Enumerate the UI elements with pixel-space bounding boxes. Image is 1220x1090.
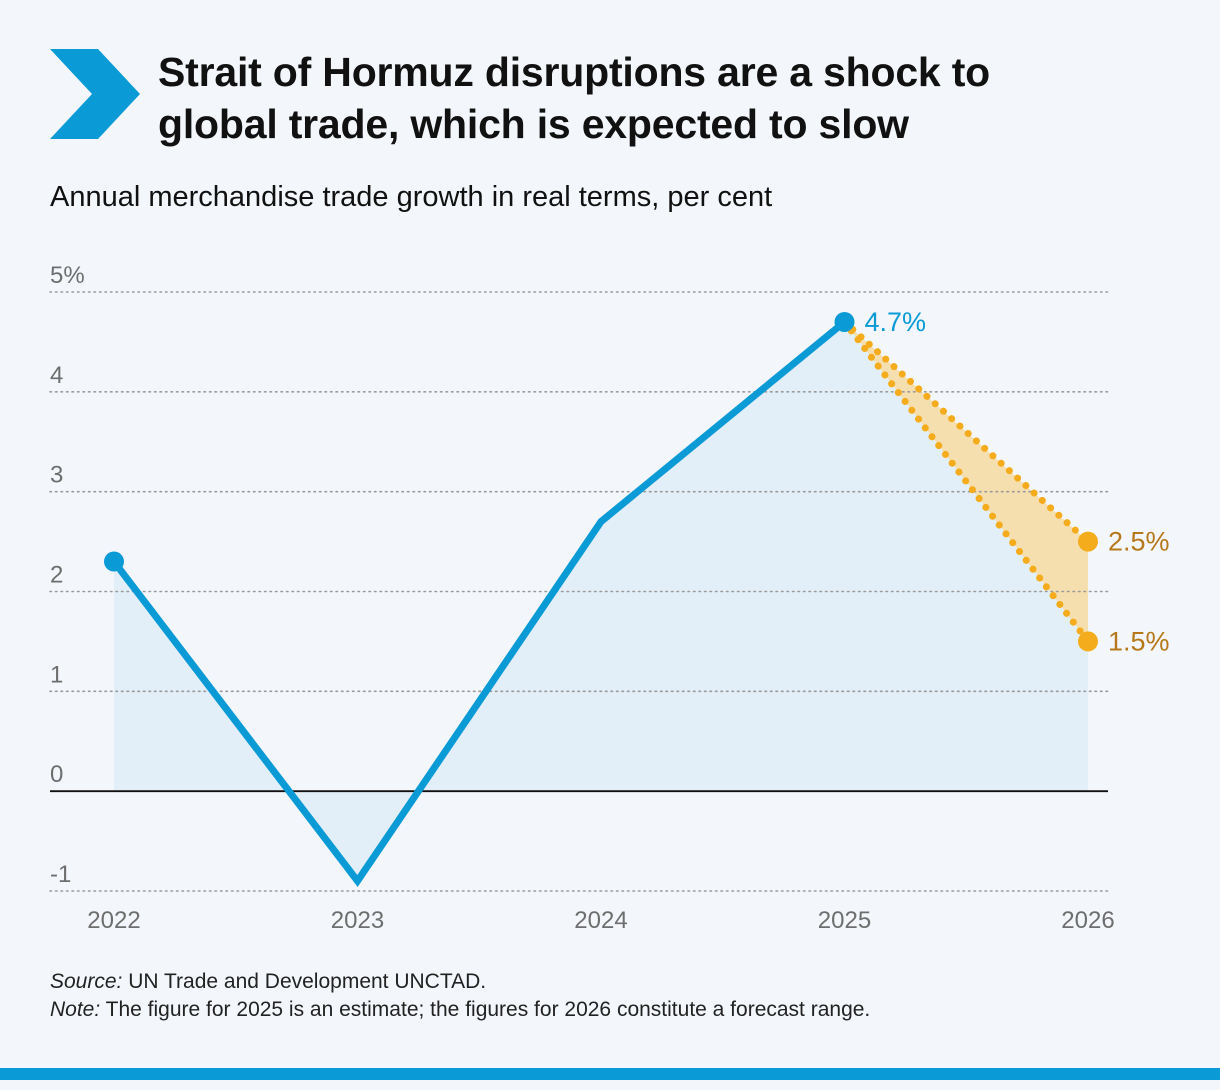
note-label: Note: (50, 998, 101, 1021)
trade-growth-line (111, 319, 847, 888)
x-tick-label: 2023 (331, 907, 384, 934)
forecast-point-low (1078, 631, 1098, 652)
y-tick-label: -1 (50, 861, 71, 888)
source-text: UN Trade and Development UNCTAD. (122, 970, 487, 993)
chevron-right-icon (50, 49, 140, 139)
y-tick-label: 2 (50, 562, 63, 589)
y-tick-label: 4 (50, 362, 63, 389)
footnotes: Source: UN Trade and Development UNCTAD.… (50, 968, 870, 1024)
data-label-2026: 1.5% (1108, 626, 1170, 656)
x-tick-label: 2026 (1061, 907, 1114, 934)
chart-title: Strait of Hormuz disruptions are a shock… (158, 46, 1158, 150)
source-note: Source: UN Trade and Development UNCTAD. (50, 968, 870, 996)
chart-subtitle: Annual merchandise trade growth in real … (50, 181, 773, 213)
note-text: The figure for 2025 is an estimate; the … (100, 998, 871, 1021)
y-tick-label: 1 (50, 661, 63, 688)
source-label: Source: (50, 970, 123, 993)
bottom-accent-bar (0, 1068, 1220, 1080)
y-tick-label: 3 (50, 462, 63, 489)
area-fill (114, 321, 1088, 882)
data-label-2026: 2.5% (1108, 527, 1170, 557)
x-tick-label: 2024 (574, 907, 627, 934)
data-point-2025 (834, 311, 855, 332)
chart-title-line-2: global trade, which is expected to slow (158, 101, 909, 147)
x-tick-label: 2025 (818, 907, 871, 934)
data-point-2022 (104, 551, 124, 572)
forecast-line-high (841, 318, 1092, 546)
data-label-2025: 4.7% (865, 307, 927, 337)
forecast-point-high (1078, 531, 1098, 552)
line-chart: 5% 4 3 2 1 0 -1 2022 2023 2024 2025 2026 4.7% 2.5% 1.5… (49, 262, 1170, 934)
chart-title-line-1: Strait of Hormuz disruptions are a shock… (158, 49, 991, 95)
forecast-line-low (841, 318, 1092, 645)
estimate-note: Note: The figure for 2025 is an estimate… (50, 996, 870, 1024)
y-tick-label: 0 (50, 761, 63, 788)
x-tick-label: 2022 (87, 907, 140, 934)
y-tick-label: 5% (50, 262, 85, 289)
